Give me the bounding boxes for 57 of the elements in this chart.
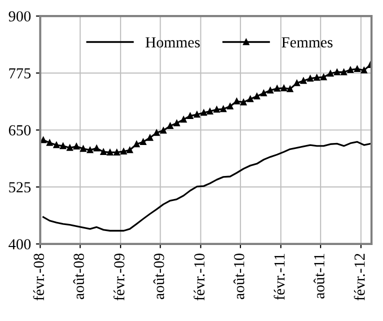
x-tick-label: févr.-08 [33,254,44,300]
point [286,86,294,92]
x-tick-label: févr.-12 [354,254,365,300]
point [260,90,267,96]
y-tick-label: 650 [8,125,31,136]
point [106,149,114,156]
point [267,87,274,94]
y-tick-label: 400 [8,239,31,250]
point [300,78,307,84]
point [214,106,220,113]
point [280,84,288,92]
point [180,116,187,123]
point [53,142,60,148]
point [60,142,66,150]
x-tick-label: août-10 [233,254,244,300]
point [86,146,94,154]
legend-label: Femmes [282,37,333,48]
point [73,143,80,150]
point [220,106,226,112]
point [327,70,334,77]
y-tick-label: 525 [9,182,31,192]
point [340,68,347,76]
point [354,66,360,72]
point [187,112,194,119]
line-series [42,141,372,232]
point [206,108,214,114]
point [133,141,140,148]
y-tick-label: 775 [9,68,31,78]
point [153,130,160,136]
x-tick-label: août-08 [73,254,84,300]
point [347,66,354,73]
point [254,93,260,100]
point [100,148,107,156]
x-tick-label: févr.-11 [274,254,285,300]
point [226,103,234,110]
point [240,99,247,106]
x-tick-label: févr.-09 [113,254,124,300]
point [194,111,200,118]
point [274,85,280,92]
point [126,146,133,154]
point [40,136,46,144]
x-tick-label: févr.-10 [194,254,205,300]
point [294,80,300,86]
x-tick-label: août-09 [153,254,164,300]
point [247,96,254,102]
legend-label: Hommes [146,37,200,48]
point [334,68,340,76]
point [360,67,368,74]
point [314,74,320,81]
x-tick-label: août-11 [314,254,324,299]
y-tick-label: 900 [8,11,31,22]
point [307,75,314,82]
point [120,148,127,155]
point [114,149,120,156]
point [167,122,174,130]
point [160,127,167,134]
point [146,134,154,141]
